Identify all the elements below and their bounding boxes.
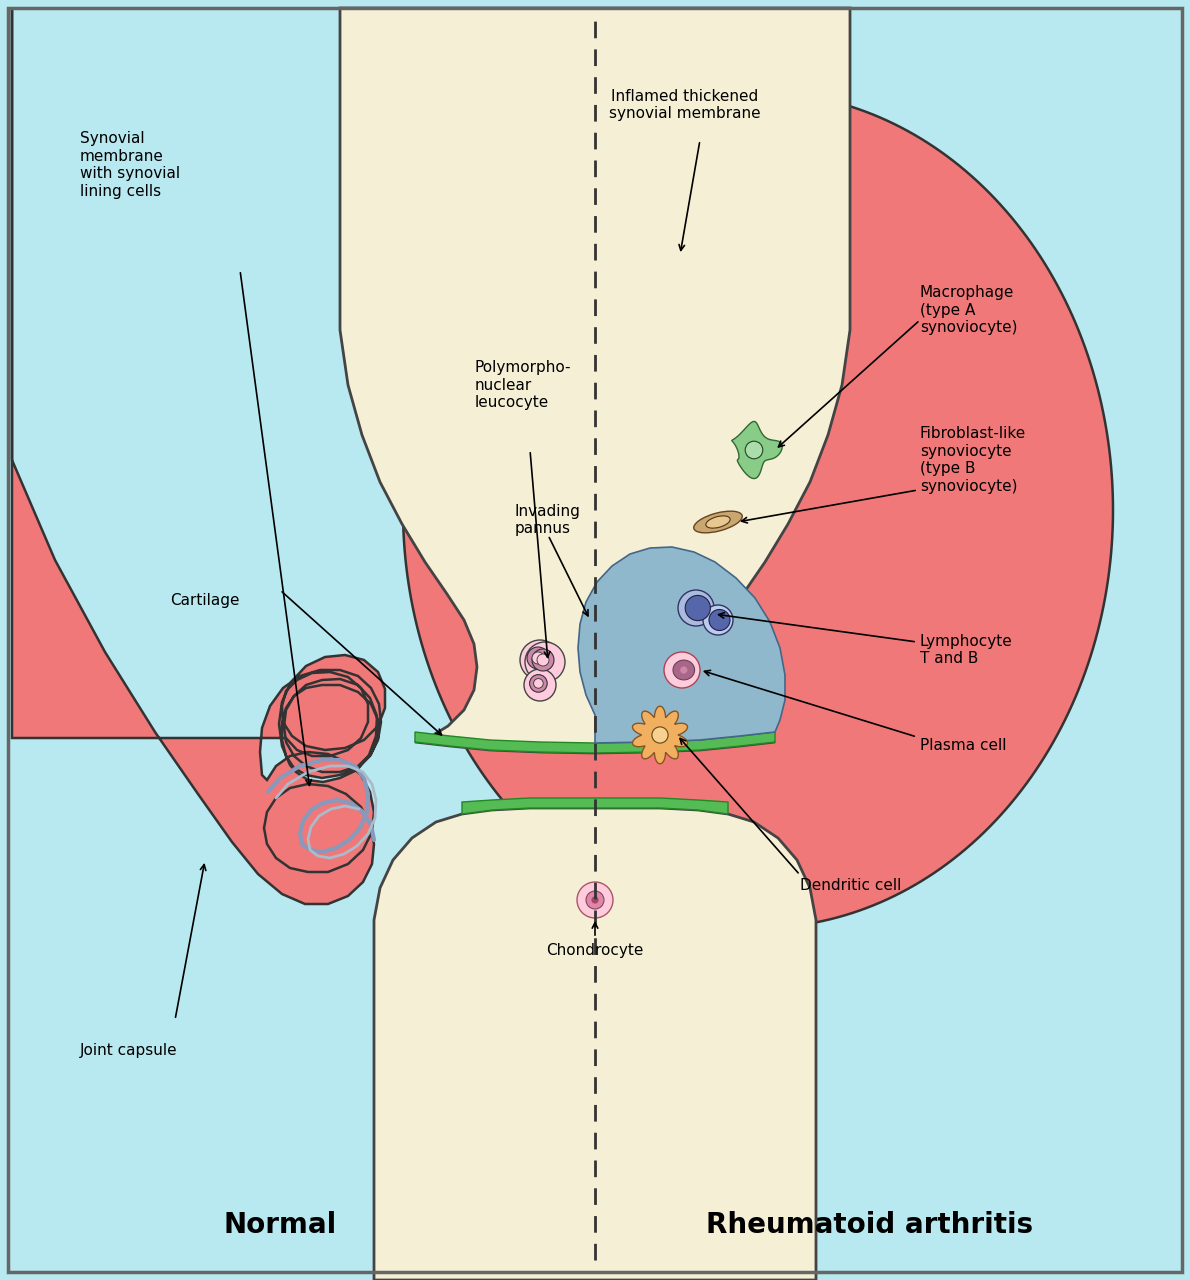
Polygon shape	[12, 8, 386, 904]
Circle shape	[745, 442, 763, 458]
Text: Dendritic cell: Dendritic cell	[800, 878, 901, 892]
Text: Cartilage: Cartilage	[170, 593, 239, 608]
Circle shape	[527, 646, 549, 669]
Text: Invading
pannus: Invading pannus	[515, 504, 581, 536]
Ellipse shape	[694, 511, 743, 532]
Text: Normal: Normal	[224, 1211, 337, 1239]
Polygon shape	[340, 8, 850, 753]
Polygon shape	[462, 797, 728, 814]
Polygon shape	[415, 732, 775, 753]
Circle shape	[591, 896, 599, 904]
Circle shape	[681, 667, 688, 673]
Circle shape	[532, 652, 544, 664]
Polygon shape	[732, 421, 782, 479]
Circle shape	[709, 609, 729, 631]
Text: Polymorpho-
nuclear
leucocyte: Polymorpho- nuclear leucocyte	[475, 360, 571, 410]
Circle shape	[520, 640, 560, 680]
Polygon shape	[578, 547, 785, 742]
Text: Chondrocyte: Chondrocyte	[546, 942, 644, 957]
Circle shape	[530, 675, 547, 692]
Circle shape	[525, 643, 565, 682]
Ellipse shape	[706, 516, 731, 529]
Polygon shape	[415, 732, 595, 753]
Text: Synovial
membrane
with synovial
lining cells: Synovial membrane with synovial lining c…	[80, 132, 180, 198]
Circle shape	[678, 590, 714, 626]
Circle shape	[532, 649, 555, 671]
Polygon shape	[674, 660, 695, 680]
Circle shape	[533, 678, 543, 689]
Polygon shape	[403, 92, 1113, 928]
Text: Joint capsule: Joint capsule	[80, 1042, 177, 1057]
Circle shape	[585, 891, 605, 909]
Circle shape	[524, 669, 556, 701]
Polygon shape	[633, 707, 688, 764]
Polygon shape	[374, 808, 816, 1280]
Circle shape	[703, 605, 733, 635]
Text: Plasma cell: Plasma cell	[920, 737, 1007, 753]
Circle shape	[577, 882, 613, 918]
Text: Rheumatoid arthritis: Rheumatoid arthritis	[707, 1211, 1034, 1239]
Circle shape	[685, 595, 710, 621]
Circle shape	[537, 654, 549, 666]
Text: Lymphocyte
T and B: Lymphocyte T and B	[920, 634, 1013, 666]
Text: Macrophage
(type A
synoviocyte): Macrophage (type A synoviocyte)	[920, 285, 1017, 335]
Text: Fibroblast-like
synoviocyte
(type B
synoviocyte): Fibroblast-like synoviocyte (type B syno…	[920, 426, 1026, 494]
Circle shape	[652, 727, 668, 744]
Text: Inflamed thickened
synovial membrane: Inflamed thickened synovial membrane	[609, 88, 760, 122]
Circle shape	[664, 652, 700, 689]
